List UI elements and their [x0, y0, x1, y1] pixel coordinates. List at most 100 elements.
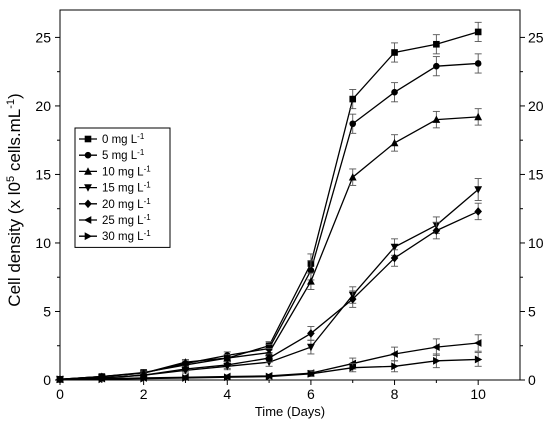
y-tick-label: 15	[35, 166, 51, 182]
data-point	[390, 243, 399, 252]
data-point	[84, 184, 92, 192]
x-tick-label: 10	[470, 386, 486, 402]
y-tick-label: 10	[35, 235, 51, 251]
y-label-prefix: Cell density (x l0	[5, 182, 24, 307]
data-point	[84, 232, 93, 241]
data-point	[474, 355, 483, 364]
legend-item: 30 mg L-1	[79, 229, 151, 243]
legend-label-sup: -1	[144, 229, 152, 238]
plot-border	[59, 9, 521, 381]
data-point	[348, 173, 357, 181]
legend-label: 0 mg L-1	[102, 132, 145, 146]
series-7	[56, 352, 483, 384]
right-tick-label: 15	[528, 166, 544, 182]
data-point	[98, 375, 106, 384]
legend-label: 20 mg L-1	[102, 197, 151, 211]
data-point	[307, 329, 315, 338]
legend-item: 25 mg L-1	[79, 213, 151, 227]
x-tick-label: 4	[223, 386, 231, 402]
data-point	[307, 343, 315, 352]
data-point	[390, 350, 398, 358]
series-5	[56, 202, 482, 384]
data-point	[433, 40, 440, 48]
data-point	[390, 253, 399, 263]
data-point	[433, 62, 440, 70]
legend-item: 10 mg L-1	[79, 164, 151, 178]
data-point	[474, 339, 482, 347]
data-point	[348, 294, 357, 304]
y-axis-label: Cell density (x l05 cells.mL-1)	[5, 93, 24, 306]
y-label-mid: cells.mL	[5, 109, 24, 176]
right-tick-label: 5	[528, 303, 536, 319]
data-point	[474, 28, 482, 36]
right-axis-ticks: 0 5 10 15 20 25	[520, 29, 544, 388]
x-tick-label: 2	[140, 386, 148, 402]
data-point	[391, 88, 398, 96]
right-tick-label: 25	[528, 29, 544, 45]
legend-label-name: 25 mg L	[102, 215, 144, 227]
data-point	[181, 364, 190, 374]
legend-label: 15 mg L-1	[102, 181, 151, 195]
data-point	[140, 374, 148, 383]
legend-label-name: 0 mg L	[102, 134, 138, 146]
y-axis-ticks: 0 5 10 15 20 25	[35, 29, 60, 388]
legend-item: 5 mg L-1	[79, 148, 145, 162]
data-point	[349, 95, 357, 103]
x-axis-ticks: 0 2 4 6 8 10	[56, 380, 486, 402]
data-point	[349, 120, 357, 128]
y-label-suffix: )	[5, 93, 24, 99]
legend-label-name: 10 mg L	[102, 166, 144, 178]
data-point	[84, 135, 92, 143]
data-point	[223, 353, 232, 362]
y-tick-label: 0	[43, 372, 51, 388]
x-tick-label: 8	[391, 386, 399, 402]
data-point	[432, 226, 441, 235]
data-point	[474, 186, 483, 194]
data-point	[182, 374, 190, 382]
plot-frame	[59, 9, 521, 381]
right-tick-label: 10	[528, 235, 544, 251]
legend-label-sup: -1	[144, 181, 152, 190]
data-point	[474, 112, 483, 121]
data-point	[265, 372, 274, 381]
legend-label-name: 5 mg L	[102, 150, 138, 162]
legend-label-sup: -1	[144, 164, 152, 173]
legend-label-sup: -1	[137, 148, 145, 157]
data-point	[181, 358, 190, 366]
right-tick-label: 20	[528, 98, 544, 114]
legend-label-name: 30 mg L	[102, 231, 144, 243]
legend: 0 mg L-15 mg L-110 mg L-115 mg L-120 mg …	[74, 127, 171, 248]
y-label-sup2: -1	[5, 99, 17, 109]
data-point	[433, 356, 441, 365]
y-label-sup1: 5	[5, 176, 17, 182]
data-point	[390, 138, 399, 147]
legend-label: 10 mg L-1	[102, 164, 151, 178]
legend-item: 15 mg L-1	[79, 181, 151, 195]
data-point	[139, 370, 148, 380]
data-point	[84, 199, 92, 209]
y-tick-label: 20	[35, 98, 51, 114]
data-point	[391, 49, 398, 56]
legend-label-sup: -1	[144, 197, 152, 206]
data-point	[432, 115, 441, 123]
data-point	[84, 151, 92, 159]
data-point	[56, 375, 65, 384]
right-tick-label: 0	[528, 372, 536, 388]
data-point	[307, 369, 316, 378]
data-point	[474, 207, 482, 216]
legend-item: 20 mg L-1	[79, 197, 151, 211]
data-point	[349, 363, 357, 372]
data-point	[307, 267, 315, 274]
legend-label: 25 mg L-1	[102, 213, 151, 227]
legend-label-name: 15 mg L	[102, 183, 144, 195]
data-point	[83, 216, 92, 224]
legend-label: 5 mg L-1	[102, 148, 145, 162]
y-tick-label: 25	[35, 29, 51, 45]
x-tick-label: 6	[307, 386, 315, 402]
data-point	[474, 60, 482, 67]
legend-label: 30 mg L-1	[102, 229, 151, 243]
x-tick-label: 0	[56, 386, 64, 402]
y-tick-label: 5	[43, 303, 51, 319]
data-point	[84, 167, 92, 175]
